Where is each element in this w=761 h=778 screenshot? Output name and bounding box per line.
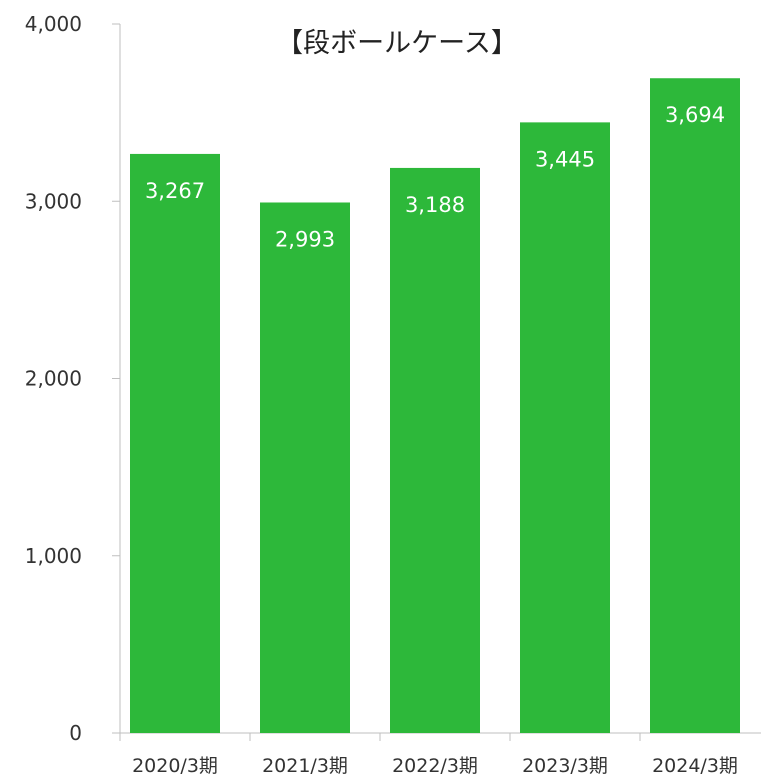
x-tick-label: 2021/3期 [262,755,348,777]
bar [650,78,740,733]
y-axis: 0 1,000 2,000 3,000 4,000 [25,12,121,745]
x-axis: 2020/3期 2021/3期 2022/3期 2023/3期 2024/3期 [119,732,761,777]
y-tick-label: 4,000 [25,12,82,36]
bar [390,167,480,733]
bar [520,122,610,733]
y-tick-label: 2,000 [25,367,82,391]
bars [130,78,740,734]
data-label: 3,445 [535,147,595,171]
data-label: 3,188 [405,193,465,217]
x-tick-label: 2020/3期 [132,755,218,777]
chart-title: 【段ボールケース】 [276,28,518,59]
x-tick-label: 2022/3期 [392,755,478,777]
y-tick-label: 0 [69,721,82,745]
x-tick-label: 2023/3期 [522,755,608,777]
bar [260,202,350,734]
x-tick-label: 2024/3期 [652,755,738,777]
data-label: 3,267 [145,179,205,203]
data-label: 2,993 [275,227,335,251]
y-tick-label: 1,000 [25,544,82,568]
bar [130,153,220,733]
y-tick-label: 3,000 [25,189,82,213]
data-labels: 3,267 2,993 3,188 3,445 3,694 [145,103,725,251]
data-label: 3,694 [665,103,725,127]
